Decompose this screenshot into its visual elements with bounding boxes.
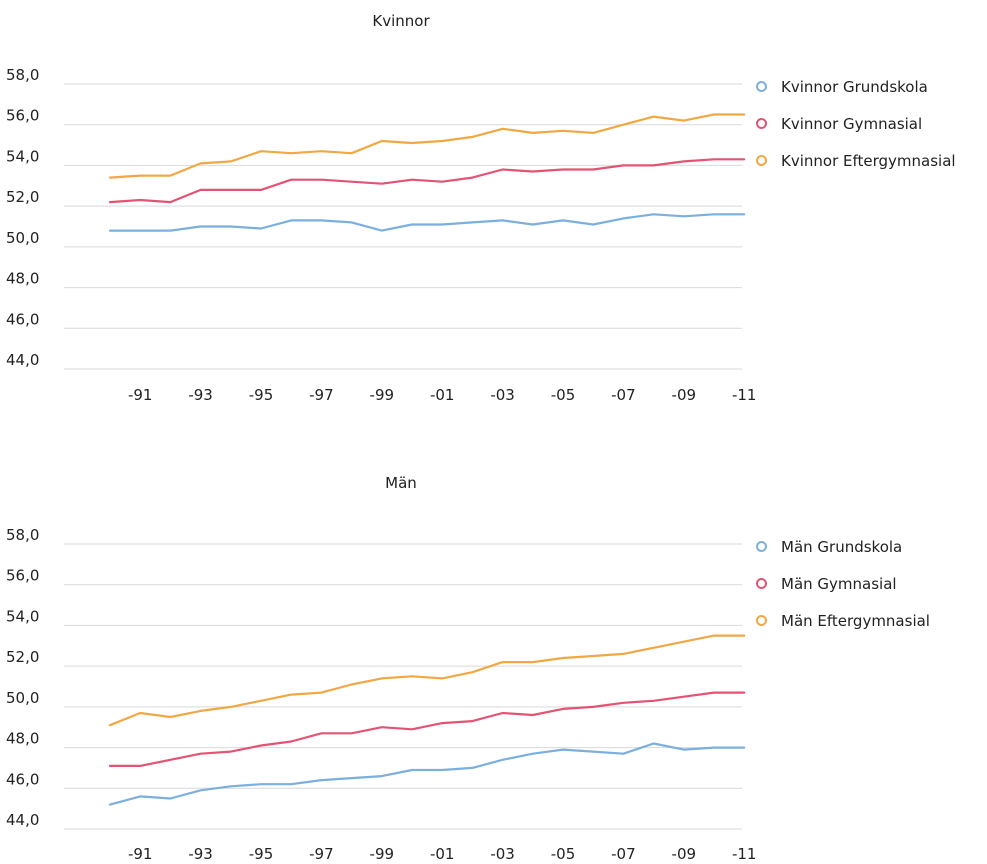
y-tick-label: 46,0 [6,310,39,328]
legend-label: Kvinnor Gymnasial [781,114,923,133]
legend-marker-icon [756,578,767,589]
x-tick-label: -07 [611,386,636,404]
legend-item[interactable]: Kvinnor Eftergymnasial [756,142,956,179]
x-tick-label: -09 [672,845,697,863]
y-tick-label: 50,0 [6,229,39,247]
legend-marker-icon [756,155,767,166]
x-tick-label: -91 [128,845,153,863]
y-tick-label: 54,0 [6,607,39,625]
legend-item[interactable]: Män Grundskola [756,528,930,565]
x-tick-label: -95 [249,845,274,863]
y-tick-label: 56,0 [6,107,39,125]
x-tick-label: -07 [611,845,636,863]
x-tick-label: -97 [309,386,334,404]
legend-label: Kvinnor Grundskola [781,77,928,96]
plot-area: 58,0 56,0 54,0 52,0 50,0 48,0 46,0 44,0 -91 -93 -9… [6,66,757,404]
legend-marker-icon [756,615,767,626]
legend-item[interactable]: Kvinnor Gymnasial [756,105,956,142]
legend-label: Män Gymnasial [781,574,897,593]
y-tick-label: 50,0 [6,689,39,707]
legend: Kvinnor Grundskola Kvinnor Gymnasial Kvinn… [756,68,956,179]
x-tick-label: -01 [430,386,455,404]
series-line [108,634,746,727]
chart-title: Kvinnor [372,12,430,30]
legend-item[interactable]: Män Eftergymnasial [756,602,930,639]
y-tick-label: 44,0 [6,351,39,369]
series-line [108,742,746,806]
x-tick-label: -09 [672,386,697,404]
x-tick-label: -03 [490,845,515,863]
x-tick-label: -93 [188,845,213,863]
legend-item[interactable]: Kvinnor Grundskola [756,68,956,105]
x-tick-label: -99 [370,386,395,404]
x-tick-label: -05 [551,845,576,863]
legend-marker-icon [756,81,767,92]
legend: Män Grundskola Män Gymnasial Män Eftergymn… [756,528,930,639]
y-tick-label: 52,0 [6,188,39,206]
x-tick-label: -91 [128,386,153,404]
series-line [108,113,746,179]
series-line [108,213,746,232]
x-tick-label: -93 [188,386,213,404]
legend-label: Män Eftergymnasial [781,611,930,630]
x-tick-label: -05 [551,386,576,404]
y-tick-label: 56,0 [6,567,39,585]
x-tick-label: -95 [249,386,274,404]
y-tick-label: 46,0 [6,770,39,788]
legend-marker-icon [756,118,767,129]
legend-label: Kvinnor Eftergymnasial [781,151,956,170]
x-tick-label: -03 [490,386,515,404]
x-tick-label: -01 [430,845,455,863]
x-tick-label: -99 [370,845,395,863]
legend-marker-icon [756,541,767,552]
y-tick-label: 44,0 [6,811,39,829]
legend-label: Män Grundskola [781,537,903,556]
series-line [108,158,746,204]
legend-item[interactable]: Män Gymnasial [756,565,930,602]
x-tick-label: -11 [732,845,757,863]
x-tick-label: -11 [732,386,757,404]
y-tick-label: 52,0 [6,648,39,666]
chart-man: Män 58,0 56,0 54,0 52,0 50,0 48,0 46,0 44,0 -91 -… [0,462,987,864]
y-tick-label: 58,0 [6,66,39,84]
series-line [108,691,746,767]
y-tick-label: 58,0 [6,526,39,544]
y-tick-label: 54,0 [6,147,39,165]
plot-area: 58,0 56,0 54,0 52,0 50,0 48,0 46,0 44,0 -91 -93 -9… [6,526,757,863]
y-tick-label: 48,0 [6,730,39,748]
chart-kvinnor: Kvinnor 58,0 56,0 54,0 52,0 50,0 48,0 46,0 44,0… [6,12,956,404]
y-tick-label: 48,0 [6,270,39,288]
chart-title: Män [385,474,417,492]
x-tick-label: -97 [309,845,334,863]
